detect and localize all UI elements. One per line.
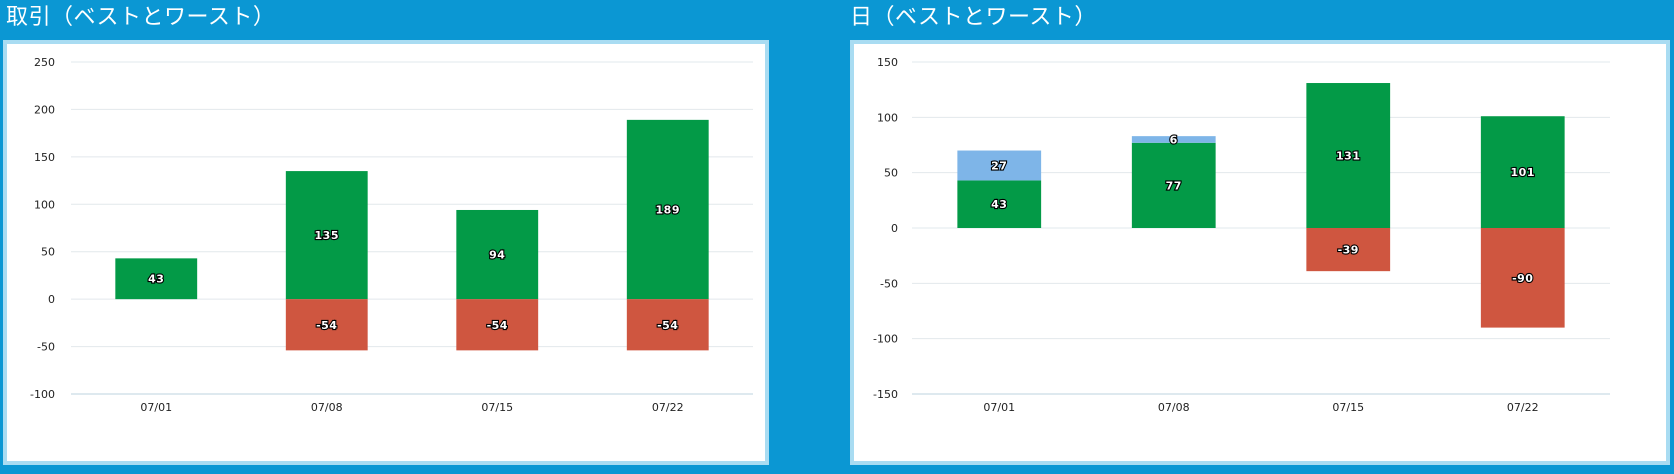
x-tick-label: 07/01 [140,401,172,414]
bar-data-label: 131 [1336,150,1360,163]
bar-data-label: -90 [1512,272,1533,285]
bar-data-label: 77 [1166,179,1182,192]
y-tick-label: 250 [34,56,55,69]
bar [115,258,198,300]
bar [957,150,1042,181]
y-tick-label: 150 [877,56,898,69]
bar [1306,83,1391,228]
bar [1131,142,1216,228]
x-tick-label: 07/15 [1332,401,1364,414]
y-tick-label: -100 [30,388,55,401]
bar-data-label: -54 [316,319,337,332]
bar [456,299,539,351]
bar [456,209,539,300]
chart-panel-days: 150 100 50 0 -50 -100 -150 07/01 43 27 07/08 77 6 07/… [850,40,1670,465]
y-tick-label: 0 [48,293,55,306]
bar [285,171,368,300]
x-tick-label: 07/01 [983,401,1015,414]
y-tick-label: 200 [34,103,55,116]
bar-data-label: 27 [991,159,1007,172]
x-tick-label: 07/08 [1158,401,1190,414]
bar [626,299,709,351]
y-tick-label: -100 [873,333,898,346]
bar-data-label: 101 [1511,166,1535,179]
bar [1480,116,1565,228]
bar [957,180,1042,228]
x-tick-label: 07/22 [652,401,684,414]
y-tick-label: 0 [891,222,898,235]
bar-chart-trades: 250 200 150 100 50 0 -50 -100 07/01 43 07/08 135 -54… [30,56,753,414]
bar-chart-days: 150 100 50 0 -50 -100 -150 07/01 43 27 07/08 77 6 07/… [873,56,1610,414]
y-tick-label: 50 [41,246,55,259]
y-tick-label: -50 [880,277,898,290]
chart-panel-trades: 250 200 150 100 50 0 -50 -100 07/01 43 07/08 135 -54… [3,40,769,465]
bar-data-label: -54 [657,319,678,332]
y-tick-label: 100 [877,111,898,124]
bar [1131,136,1216,143]
panel-title-trades: 取引（ベストとワースト） [6,5,276,30]
y-tick-label: 100 [34,198,55,211]
bar-data-label: 189 [656,204,680,217]
bar-data-label: -39 [1338,244,1359,257]
x-tick-label: 07/22 [1507,401,1539,414]
y-tick-label: -50 [37,341,55,354]
x-tick-label: 07/08 [311,401,343,414]
bar [285,299,368,351]
bar-data-label: 94 [489,249,505,262]
bar [1306,228,1391,272]
bar-data-label: 43 [991,198,1007,211]
bar-data-label: 43 [148,273,164,286]
y-tick-label: 150 [34,151,55,164]
y-tick-label: -150 [873,388,898,401]
bar-data-label: 6 [1170,133,1178,146]
bar [1480,228,1565,328]
bar [626,119,709,300]
x-tick-label: 07/15 [481,401,513,414]
bar-data-label: -54 [487,319,508,332]
bar-data-label: 135 [315,229,339,242]
panel-title-days: 日（ベストとワースト） [850,5,1097,30]
y-tick-label: 50 [884,167,898,180]
